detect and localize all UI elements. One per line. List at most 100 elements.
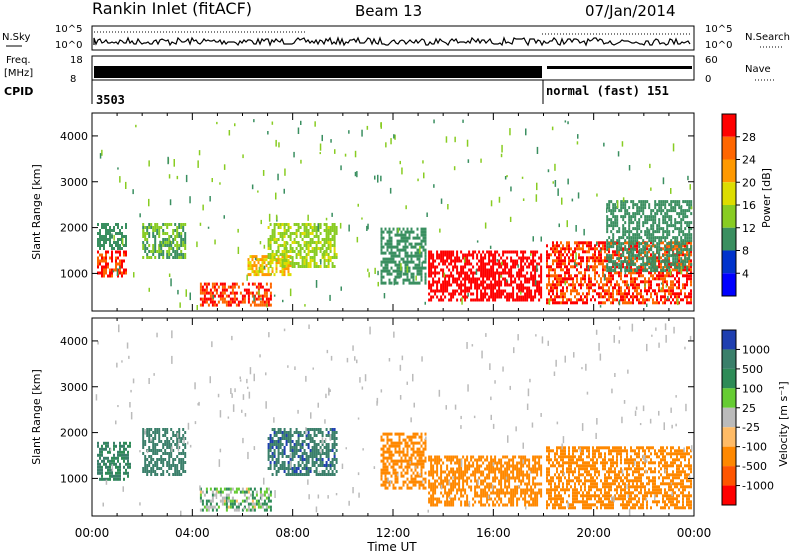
data-cell xyxy=(263,261,266,265)
data-cell xyxy=(213,282,216,286)
data-cell xyxy=(628,247,630,251)
data-cell xyxy=(241,300,244,304)
data-cell xyxy=(610,292,612,296)
data-cell xyxy=(624,245,627,249)
data-cell xyxy=(468,286,471,290)
data-cell xyxy=(480,292,483,296)
data-cell xyxy=(239,490,242,494)
data-cell xyxy=(440,479,443,483)
data-cell xyxy=(438,262,441,266)
data-cell xyxy=(291,440,294,443)
data-cell xyxy=(398,432,401,436)
data-cell xyxy=(410,456,413,460)
data-cell xyxy=(538,289,541,293)
data-cell xyxy=(588,277,590,281)
data-cell xyxy=(620,286,622,290)
data-cell xyxy=(482,283,485,287)
data-cell xyxy=(688,301,690,305)
data-cell xyxy=(658,251,661,255)
data-cell xyxy=(570,289,572,293)
scatter-cell xyxy=(168,174,171,179)
scatter-cell xyxy=(111,233,113,239)
data-cell xyxy=(255,490,258,494)
data-cell xyxy=(676,254,679,258)
data-cell xyxy=(472,250,475,254)
data-cell xyxy=(178,223,181,226)
scatter-cell xyxy=(660,287,663,291)
data-cell xyxy=(380,269,383,273)
data-cell xyxy=(678,230,681,234)
data-cell xyxy=(640,253,642,257)
data-cell xyxy=(420,474,423,478)
data-cell xyxy=(632,212,635,216)
data-cell xyxy=(150,467,153,470)
data-cell xyxy=(249,508,252,512)
data-cell xyxy=(530,262,533,266)
data-cell xyxy=(285,250,288,253)
data-cell xyxy=(97,250,99,254)
data-cell xyxy=(101,256,103,260)
data-cell xyxy=(546,253,548,257)
data-cell xyxy=(237,285,240,289)
data-cell xyxy=(616,253,618,257)
data-cell xyxy=(144,235,147,238)
data-cell xyxy=(576,244,578,248)
data-cell xyxy=(107,274,109,278)
data-cell xyxy=(146,428,149,431)
data-cell xyxy=(660,212,663,216)
data-cell xyxy=(331,431,334,434)
data-cell xyxy=(203,297,206,301)
data-cell xyxy=(303,250,306,253)
data-cell xyxy=(484,286,487,290)
data-cell xyxy=(442,268,445,272)
data-cell xyxy=(207,303,210,307)
data-cell xyxy=(384,480,387,484)
data-cell xyxy=(281,443,284,446)
data-cell xyxy=(123,471,125,475)
data-region xyxy=(380,432,427,490)
data-cell xyxy=(468,262,471,266)
data-cell xyxy=(608,257,611,261)
data-cell xyxy=(652,263,655,267)
data-cell xyxy=(518,271,521,275)
scatter-cell xyxy=(520,291,522,295)
data-cell xyxy=(504,271,507,275)
data-cell xyxy=(291,250,294,253)
data-cell xyxy=(660,260,663,264)
data-cell xyxy=(291,449,294,452)
data-cell xyxy=(666,221,669,225)
data-cell xyxy=(682,263,685,267)
data-cell xyxy=(518,274,521,278)
data-cell xyxy=(464,274,467,278)
data-cell xyxy=(648,236,651,240)
data-cell xyxy=(121,274,123,278)
data-cell xyxy=(317,452,320,455)
data-cell xyxy=(103,244,105,247)
data-cell xyxy=(632,251,635,255)
data-cell xyxy=(390,266,393,270)
data-cell xyxy=(562,286,564,290)
data-cell xyxy=(626,265,628,269)
data-cell xyxy=(632,245,635,249)
data-cell xyxy=(650,292,652,296)
data-cell xyxy=(538,283,541,287)
data-cell xyxy=(432,485,435,489)
data-cell xyxy=(233,490,236,494)
data-cell xyxy=(299,431,302,434)
data-cell xyxy=(602,271,604,275)
data-cell xyxy=(404,245,407,249)
data-cell xyxy=(299,253,302,256)
data-cell xyxy=(528,295,531,299)
data-cell xyxy=(117,223,119,226)
data-cell xyxy=(500,256,503,260)
data-cell xyxy=(331,262,334,265)
data-cell xyxy=(404,230,407,234)
data-cell xyxy=(414,263,417,267)
data-cell xyxy=(307,253,310,256)
data-cell xyxy=(602,283,604,287)
data-cell xyxy=(428,497,431,501)
data-cell xyxy=(293,452,296,455)
data-cell xyxy=(636,227,639,231)
data-cell xyxy=(392,462,395,466)
data-cell xyxy=(148,226,151,229)
